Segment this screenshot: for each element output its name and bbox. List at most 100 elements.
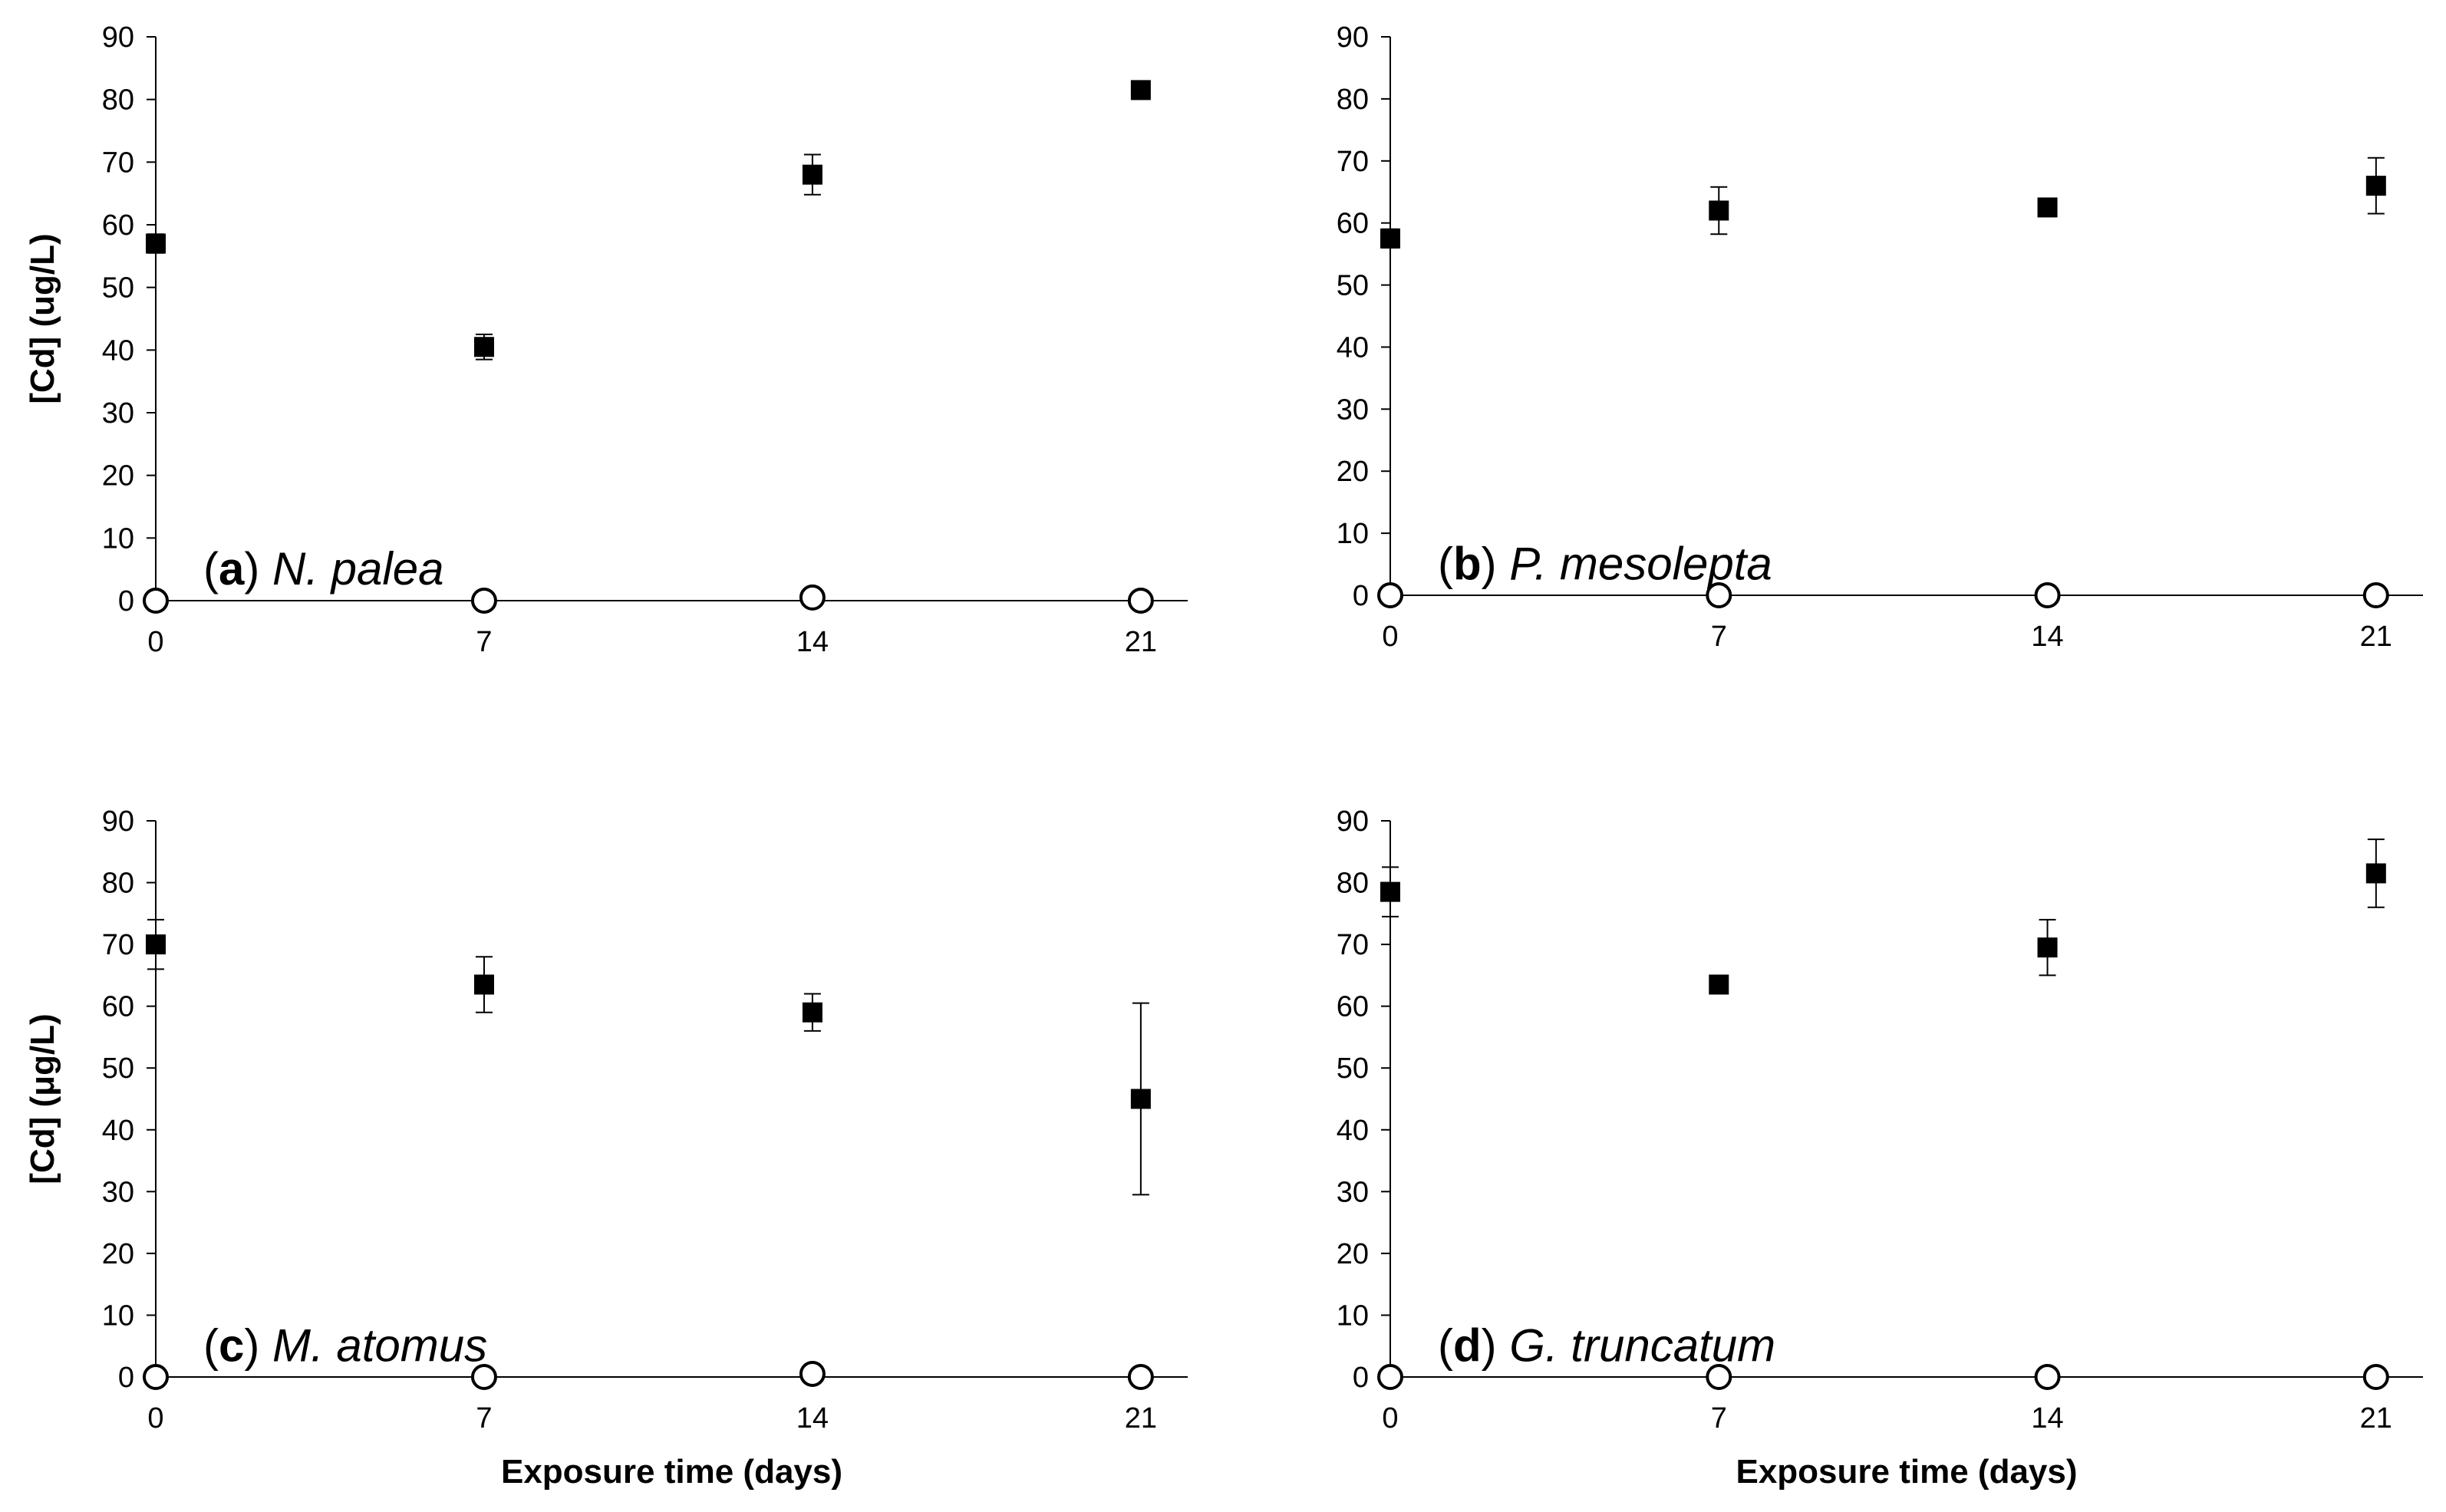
y-axis-title: [Cd] (μg/L): [24, 1013, 61, 1184]
data-point-control: [1706, 582, 1732, 608]
data-point-control: [799, 1360, 826, 1387]
y-tick-label: 40: [102, 1115, 134, 1147]
data-point-cd-treatment: [146, 934, 166, 955]
data-point-control: [2362, 1364, 2389, 1390]
x-tick-label: 14: [2031, 1402, 2063, 1435]
data-point-control: [470, 588, 497, 614]
y-tick-label: 0: [1353, 1362, 1369, 1394]
panel-label-close-paren: ): [1482, 1320, 1510, 1372]
y-tick-label: 80: [102, 84, 134, 117]
y-tick-label: 50: [102, 1052, 134, 1085]
x-tick-label: 0: [1382, 621, 1398, 653]
data-point-control: [1377, 1364, 1403, 1390]
y-tick-label: 0: [1353, 580, 1369, 612]
y-tick-label: 80: [1337, 868, 1369, 900]
data-point-cd-treatment: [802, 1002, 822, 1023]
data-point-cd-treatment: [1380, 881, 1400, 902]
data-point-cd-treatment: [473, 974, 494, 995]
data-point-control: [1377, 582, 1403, 608]
panel-label-letter: d: [1453, 1320, 1482, 1372]
panel-label-letter: b: [1453, 539, 1482, 590]
panel-b: 0 10 20 30 40 50 60 70 80 90 0 7 14 21 (b) P. mesolept…: [1337, 21, 2423, 653]
y-tick-label: 30: [1337, 1176, 1369, 1208]
y-tick-label: 30: [102, 1176, 134, 1208]
data-point-control: [470, 1364, 497, 1390]
panel-d: 0 10 20 30 40 50 60 70 80 90 0 7 14 21 Exposure time (…: [1337, 805, 2423, 1491]
data-point-control: [1127, 1364, 1154, 1390]
data-point-cd-treatment: [473, 337, 494, 357]
y-tick-label: 40: [102, 334, 134, 367]
y-tick-label: 50: [1337, 270, 1369, 302]
data-point-cd-treatment: [146, 233, 166, 254]
y-tick-label: 60: [102, 209, 134, 242]
panel-label-open-paren: (: [203, 1320, 219, 1372]
y-tick-label: 90: [1337, 805, 1369, 838]
y-tick-label: 20: [102, 460, 134, 492]
data-point-cd-treatment: [802, 164, 822, 185]
data-point-cd-treatment: [1709, 974, 1729, 995]
y-tick-label: 40: [1337, 1115, 1369, 1147]
y-tick-label: 20: [1337, 1238, 1369, 1270]
x-tick-label: 21: [1125, 1402, 1157, 1435]
panel-a: 0 10 20 30 40 50 60 70 80 90 0 7 14 21 [Cd] (ug/L) (a) …: [24, 21, 1188, 658]
x-tick-label: 14: [2031, 621, 2063, 653]
data-point-control: [1706, 1364, 1732, 1390]
panel-label-close-paren: ): [1482, 539, 1510, 590]
panel-label-letter: a: [219, 543, 245, 595]
y-tick-label: 10: [1337, 1300, 1369, 1332]
y-tick-label: 20: [102, 1238, 134, 1270]
y-tick-label: 0: [118, 1362, 134, 1394]
y-axis-title: [Cd] (ug/L): [24, 233, 61, 404]
x-tick-label: 7: [476, 1402, 492, 1435]
y-tick-label: 80: [1337, 84, 1369, 116]
data-point-control: [143, 1364, 169, 1390]
panel-label-close-paren: ): [244, 1320, 272, 1372]
y-tick-label: 40: [1337, 331, 1369, 364]
y-tick-label: 20: [1337, 456, 1369, 488]
panel-c: 0 10 20 30 40 50 60 70 80 90 0 7 14 21 [Cd] (μg/L) Expo…: [24, 805, 1188, 1491]
x-tick-label: 21: [1125, 626, 1157, 658]
y-tick-label: 30: [1337, 394, 1369, 426]
panel-label: (d) G. truncatum: [1438, 1320, 1775, 1372]
x-tick-label: 14: [796, 626, 829, 658]
x-tick-label: 7: [476, 626, 492, 658]
panel-label-species: P. mesolepta: [1509, 539, 1772, 590]
panel-label-close-paren: ): [244, 543, 272, 595]
panel-label: (b) P. mesolepta: [1438, 539, 1772, 590]
y-tick-label: 60: [1337, 208, 1369, 240]
x-tick-label: 7: [1711, 621, 1727, 653]
data-point-cd-treatment: [1130, 1089, 1151, 1109]
data-point-control: [143, 588, 169, 614]
data-point-cd-treatment: [1130, 80, 1151, 100]
data-point-cd-treatment: [2365, 863, 2386, 884]
x-tick-label: 0: [147, 626, 163, 658]
panel-label-open-paren: (: [1438, 539, 1453, 590]
y-tick-label: 90: [102, 805, 134, 838]
x-axis-title: Exposure time (days): [501, 1453, 842, 1491]
y-tick-label: 60: [1337, 991, 1369, 1023]
data-point-control: [1127, 588, 1154, 614]
y-tick-label: 70: [102, 929, 134, 961]
panel-label-species: M. atomus: [272, 1320, 487, 1372]
y-tick-label: 80: [102, 868, 134, 900]
y-tick-label: 10: [1337, 518, 1369, 550]
data-point-control: [2362, 582, 2389, 608]
data-point-control: [2034, 1364, 2061, 1390]
y-tick-label: 90: [102, 21, 134, 54]
data-point-cd-treatment: [2365, 176, 2386, 196]
x-tick-label: 0: [147, 1402, 163, 1435]
data-point-control: [799, 584, 826, 611]
x-axis-title: Exposure time (days): [1736, 1453, 2077, 1491]
y-tick-label: 50: [1337, 1052, 1369, 1085]
panel-label: (c) M. atomus: [203, 1320, 487, 1372]
y-tick-label: 50: [102, 272, 134, 305]
y-tick-label: 0: [118, 585, 134, 618]
panel-label-letter: c: [219, 1320, 244, 1372]
x-tick-label: 0: [1382, 1402, 1398, 1435]
panel-label-open-paren: (: [1438, 1320, 1453, 1372]
panel-label-species: N. palea: [272, 543, 443, 595]
y-tick-label: 60: [102, 991, 134, 1023]
data-point-cd-treatment: [1709, 200, 1729, 221]
y-tick-label: 30: [102, 397, 134, 430]
